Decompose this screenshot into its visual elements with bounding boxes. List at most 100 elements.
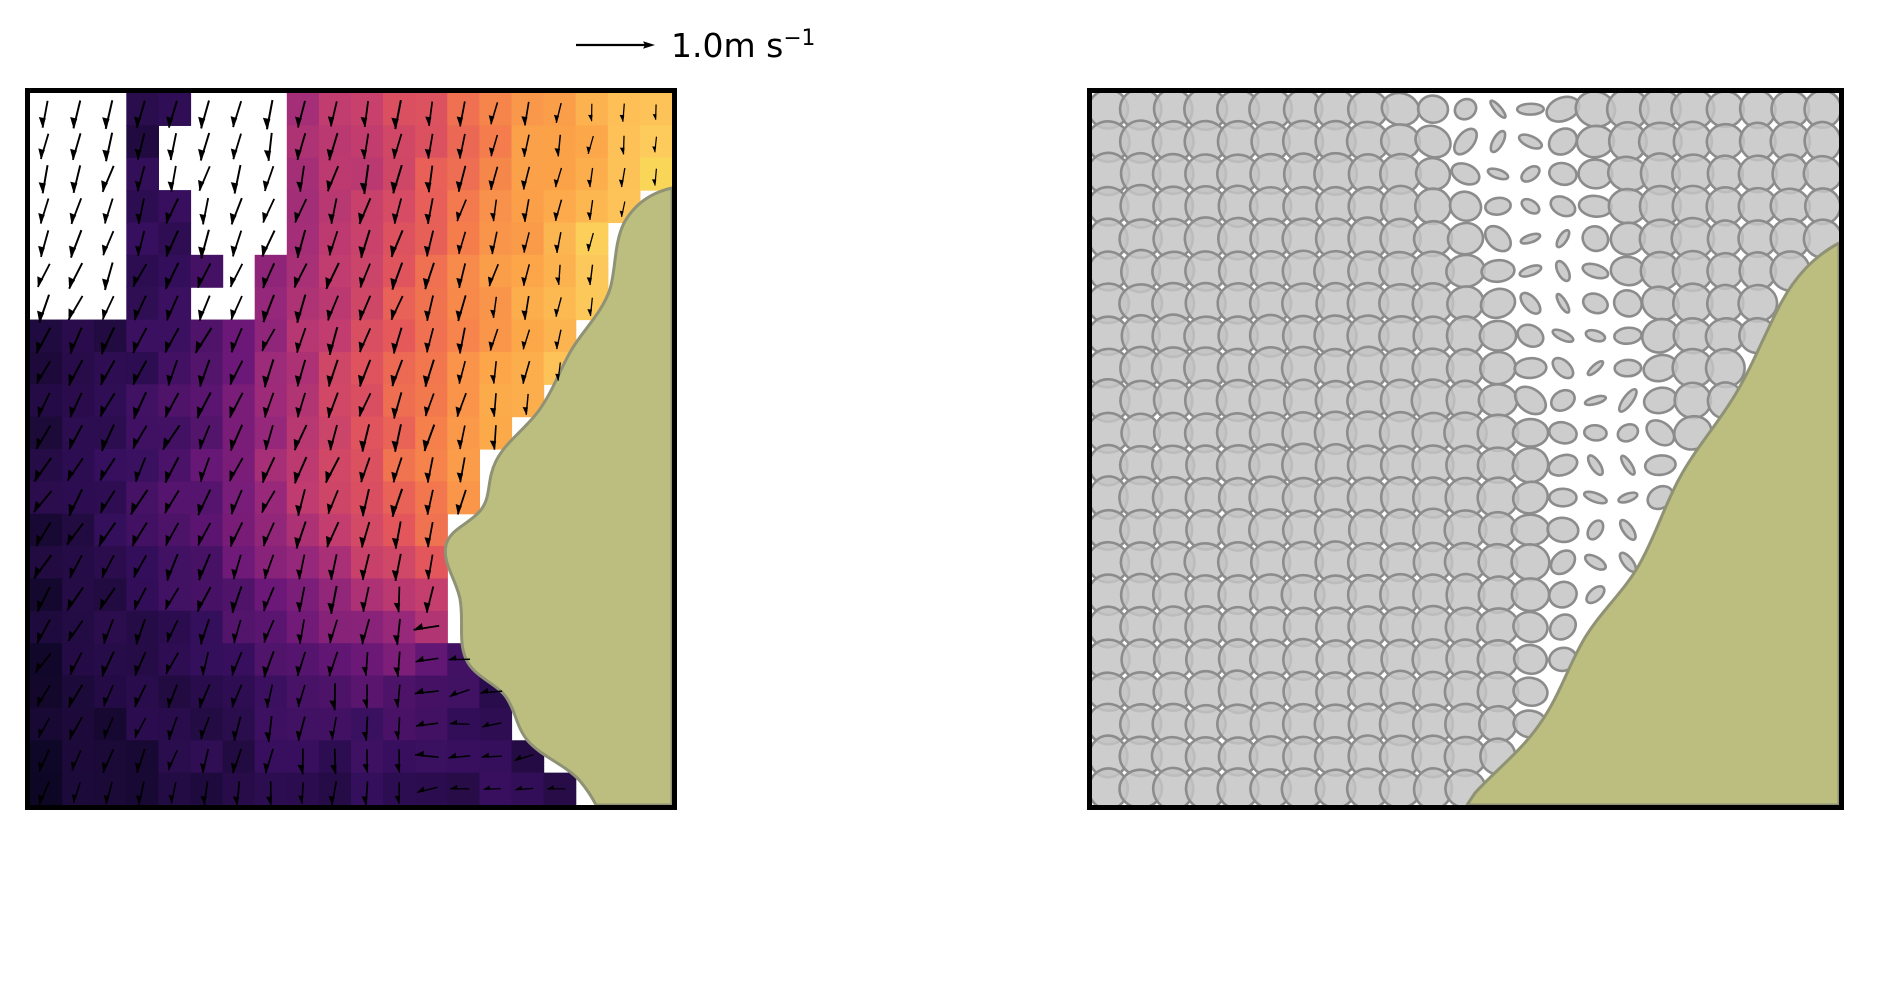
variance-ellipse (1446, 221, 1485, 256)
vector-arrow (423, 230, 435, 257)
vector-arrow (101, 165, 115, 193)
variance-ellipse (1453, 97, 1478, 121)
variance-ellipse (1477, 383, 1519, 418)
vector-arrow (196, 586, 212, 612)
vector-arrow (166, 619, 179, 643)
land-mass (1465, 241, 1839, 805)
variance-ellipse (1555, 228, 1571, 249)
variance-ellipse (1549, 549, 1577, 576)
vector-arrow (261, 456, 276, 484)
vector-arrow (390, 164, 403, 194)
vector-arrow (359, 619, 371, 645)
vector-arrow (359, 424, 371, 452)
variance-ellipse (1617, 491, 1639, 504)
vector-arrow (391, 424, 402, 452)
vector-arrow (135, 198, 145, 224)
vector-arrow (520, 360, 531, 384)
vector-arrow (101, 651, 115, 677)
vector-arrow (166, 684, 179, 709)
vector-arrow (135, 781, 145, 805)
vector-arrow (328, 198, 338, 224)
vector-arrow (515, 785, 534, 791)
vector-arrow (295, 100, 306, 128)
variance-ellipse (1619, 454, 1636, 476)
vector-arrow (326, 295, 339, 321)
variance-ellipse (1546, 516, 1580, 544)
variance-ellipse (1511, 480, 1550, 515)
vector-arrow (391, 457, 403, 483)
vector-arrow (652, 104, 657, 120)
vector-arrow (229, 424, 244, 451)
vector-arrow (165, 553, 179, 581)
variance-ellipse (1582, 423, 1608, 442)
vector-arrow (167, 133, 178, 161)
vector-arrow (389, 230, 404, 258)
vector-arrow (134, 100, 146, 129)
vector-arrow (490, 296, 498, 319)
vector-arrow (425, 101, 434, 127)
variance-ellipse (1618, 518, 1637, 542)
vector-arrow (456, 425, 466, 450)
vector-arrow (448, 655, 471, 661)
vector-arrow (415, 720, 439, 727)
vector-arrow (619, 135, 625, 155)
vector-arrow (360, 133, 370, 160)
left-panel-inner (30, 93, 672, 805)
vector-arrow (67, 295, 84, 321)
vector-arrow (164, 262, 180, 290)
vector-arrow (36, 684, 51, 707)
variance-ellipse (1516, 323, 1545, 348)
vector-arrow (482, 721, 502, 728)
vector-arrow (424, 133, 434, 159)
variance-ellipse (1510, 577, 1551, 613)
vector-arrow (520, 166, 531, 190)
vector-arrow (424, 489, 434, 515)
vector-arrow (359, 521, 371, 548)
variance-ellipse (1512, 643, 1549, 676)
variance-ellipse (1479, 350, 1517, 386)
right-panel[interactable] (1087, 88, 1844, 810)
variance-ellipse (1480, 258, 1516, 284)
variance-ellipse (1547, 420, 1578, 445)
vector-arrow (68, 229, 83, 258)
vector-arrow (199, 748, 210, 774)
vector-arrow (99, 490, 116, 514)
vector-arrow (326, 165, 340, 192)
vector-arrow (327, 585, 338, 615)
vector-arrow (483, 785, 501, 790)
vector-arrow (358, 295, 372, 321)
vector-arrow (618, 167, 626, 188)
vector-arrow (514, 754, 534, 762)
vector-arrow (99, 360, 116, 386)
vector-arrow (134, 651, 147, 676)
vector-arrow (133, 295, 147, 321)
vector-arrow (99, 587, 116, 610)
vector-arrow (449, 688, 470, 698)
vector-arrow (36, 586, 51, 612)
vector-arrow (262, 165, 275, 192)
variance-ellipse (1548, 161, 1578, 187)
vector-arrow (296, 554, 306, 580)
variance-ellipse (1489, 129, 1507, 154)
vector-arrow (586, 264, 594, 286)
variance-ellipse (1612, 289, 1643, 318)
left-panel[interactable] (25, 88, 677, 810)
right-panel-inner (1092, 93, 1839, 805)
variance-ellipse (1511, 417, 1550, 448)
variance-ellipse (1705, 93, 1746, 129)
variance-ellipse (1520, 164, 1541, 183)
variance-ellipse (1489, 99, 1507, 119)
vector-arrow (36, 360, 51, 385)
variance-ellipse (1613, 358, 1643, 378)
vector-arrow (228, 457, 244, 482)
vector-arrow (553, 297, 562, 317)
vector-arrow (554, 134, 562, 157)
vector-arrow (68, 488, 84, 517)
vector-arrow (553, 199, 563, 222)
vector-arrow (164, 456, 180, 484)
vector-arrow (489, 231, 498, 255)
vector-arrow (490, 361, 497, 384)
vector-arrow (394, 717, 401, 740)
vector-arrow (263, 132, 273, 161)
variance-ellipse (1517, 133, 1544, 150)
